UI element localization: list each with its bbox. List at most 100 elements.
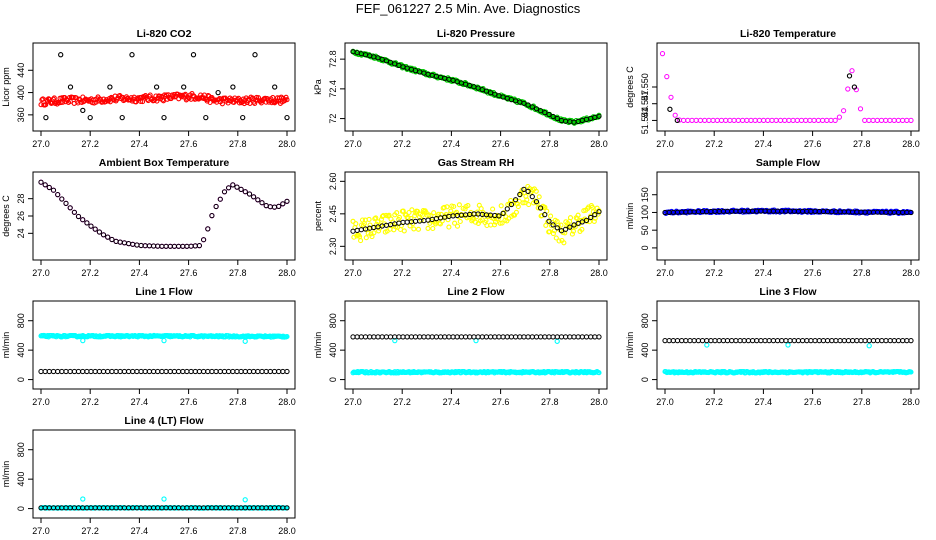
data-point — [804, 338, 810, 344]
data-point — [756, 117, 763, 124]
data-point — [363, 235, 369, 241]
data-point — [550, 222, 556, 228]
data-point — [155, 243, 161, 249]
data-point — [674, 338, 681, 344]
data-point — [121, 240, 128, 246]
plot-frame — [344, 300, 608, 390]
data-point — [425, 334, 431, 340]
data-point — [508, 201, 514, 208]
data-point — [67, 205, 73, 211]
y-tick-label: 400 — [16, 85, 26, 100]
x-tick-label: 27.6 — [180, 268, 198, 278]
data-point — [866, 338, 872, 344]
data-point — [58, 52, 64, 58]
data-point — [887, 117, 893, 124]
data-point — [368, 231, 374, 237]
plot-area — [659, 51, 914, 124]
data-point — [542, 110, 548, 116]
data-point — [849, 68, 855, 74]
data-point — [196, 368, 202, 375]
y-tick-label: 0 — [328, 377, 338, 382]
data-point — [240, 114, 246, 121]
data-point — [770, 338, 777, 344]
data-point — [67, 84, 74, 90]
data-point — [517, 334, 523, 340]
data-point — [134, 242, 140, 248]
data-point — [50, 368, 57, 375]
data-point — [794, 117, 800, 124]
data-point — [80, 107, 86, 114]
data-point — [596, 334, 602, 340]
data-point — [221, 368, 228, 375]
x-tick-label: 27.6 — [804, 397, 822, 407]
y-tick-label: 0 — [16, 377, 26, 382]
data-point — [520, 200, 526, 206]
x-tick-label: 27.6 — [492, 268, 510, 278]
chart-title: Li-820 CO2 — [137, 28, 192, 40]
y-axis-label: degrees C — [1, 195, 11, 237]
x-tick-label: 27.0 — [656, 139, 674, 149]
data-point — [358, 227, 364, 233]
data-point — [837, 338, 843, 344]
data-point — [579, 226, 585, 232]
data-point — [438, 334, 444, 340]
data-point — [815, 117, 822, 124]
data-point — [226, 368, 232, 375]
data-point — [453, 209, 460, 215]
data-point — [874, 117, 880, 124]
data-point — [396, 214, 403, 220]
x-tick-label: 28.0 — [590, 397, 608, 407]
series-spikes — [80, 496, 248, 503]
x-tick-label: 27.2 — [705, 139, 723, 149]
data-point — [666, 338, 672, 344]
data-point — [412, 218, 419, 224]
data-point — [685, 117, 691, 124]
data-point — [479, 334, 485, 340]
data-point — [113, 238, 119, 244]
data-point — [800, 338, 806, 344]
data-point — [138, 368, 144, 375]
series-main — [38, 332, 290, 340]
data-point — [163, 92, 169, 98]
data-point — [488, 334, 494, 340]
data-point — [157, 93, 163, 99]
data-point — [569, 231, 575, 237]
x-tick-label: 27.2 — [393, 268, 411, 278]
data-point — [521, 186, 527, 192]
data-point — [159, 243, 165, 249]
data-point — [529, 334, 535, 340]
data-point — [215, 89, 221, 96]
data-point — [107, 84, 113, 90]
data-point — [217, 368, 223, 375]
x-tick-label: 27.6 — [180, 139, 198, 149]
data-point — [752, 117, 758, 124]
data-point — [259, 368, 265, 375]
chart-title: Line 2 Flow — [447, 286, 505, 298]
x-tick-label: 27.6 — [492, 397, 510, 407]
data-point — [583, 334, 590, 340]
x-tick-label: 27.0 — [32, 268, 50, 278]
data-point — [697, 117, 704, 124]
data-point — [203, 114, 209, 121]
data-point — [769, 117, 775, 124]
data-point — [832, 117, 838, 124]
x-tick-label: 27.0 — [344, 139, 362, 149]
data-point — [151, 368, 157, 375]
data-point — [745, 338, 752, 344]
chart-panel: Line 2 Flow ml/min 0 400 800 27.0 27.2 27.4 27.6… — [313, 286, 608, 407]
data-point — [492, 219, 499, 225]
data-point — [729, 338, 735, 344]
data-point — [415, 208, 421, 214]
data-point — [387, 334, 394, 340]
data-point — [588, 334, 594, 340]
data-point — [525, 334, 531, 340]
series-overlay — [662, 208, 914, 216]
data-point — [529, 104, 535, 110]
data-point — [579, 334, 585, 340]
y-tick-label: 0 — [640, 245, 650, 250]
data-point — [146, 243, 152, 249]
data-point — [140, 99, 146, 105]
x-tick-label: 27.6 — [180, 397, 198, 407]
data-point — [190, 52, 197, 58]
data-point — [683, 338, 689, 344]
